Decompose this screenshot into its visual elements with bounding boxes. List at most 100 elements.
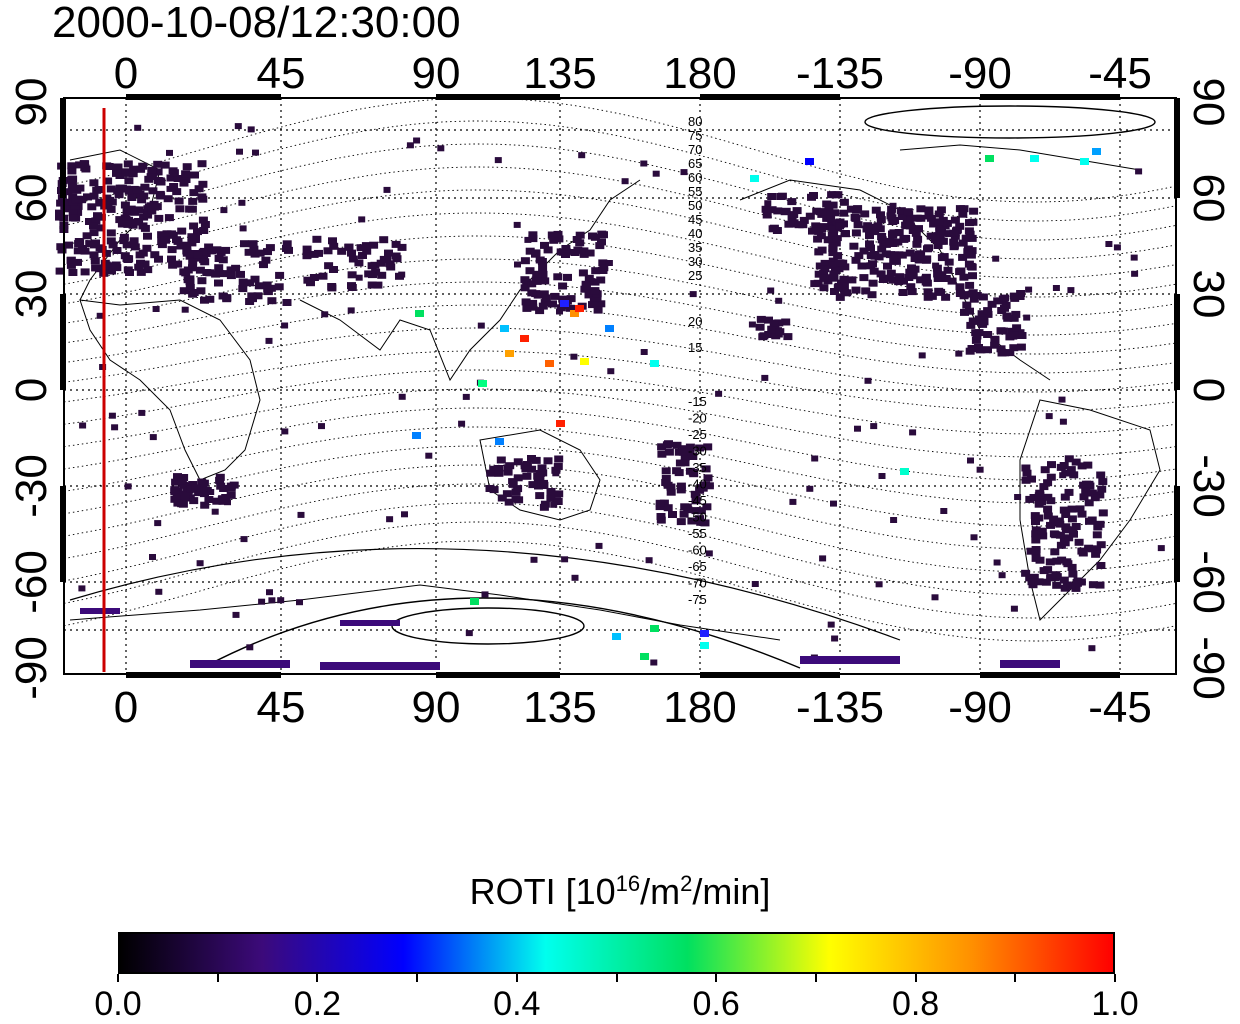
roti-cell-scattered bbox=[653, 171, 660, 177]
roti-cell bbox=[554, 456, 563, 463]
roti-cell bbox=[130, 237, 139, 244]
roti-cell-scattered bbox=[830, 501, 837, 507]
roti-cell bbox=[664, 504, 673, 511]
roti-cell bbox=[68, 269, 77, 276]
roti-cell bbox=[887, 270, 896, 277]
right-lat-label: -30 bbox=[1184, 454, 1233, 518]
roti-cell-scattered bbox=[182, 307, 189, 313]
bottom-lon-label: -90 bbox=[948, 683, 1012, 732]
roti-cell-scattered bbox=[241, 536, 248, 542]
roti-cell-high bbox=[412, 432, 421, 439]
roti-cell bbox=[924, 244, 933, 251]
roti-cell bbox=[895, 273, 904, 280]
roti-cell bbox=[1047, 474, 1056, 481]
roti-cell bbox=[1035, 501, 1044, 508]
roti-cell bbox=[283, 299, 292, 306]
roti-cell bbox=[392, 241, 401, 248]
roti-cell-scattered bbox=[401, 511, 408, 517]
roti-cell bbox=[259, 261, 268, 268]
roti-cell bbox=[874, 222, 883, 229]
roti-cell bbox=[539, 480, 548, 487]
roti-cell-scattered bbox=[681, 169, 688, 175]
roti-cell bbox=[968, 219, 977, 226]
roti-cell bbox=[344, 244, 353, 251]
colorbar-tick bbox=[516, 974, 518, 982]
roti-cell bbox=[1076, 505, 1085, 512]
roti-cell bbox=[570, 249, 579, 256]
colorbar-tick bbox=[217, 974, 219, 982]
roti-cell bbox=[965, 227, 974, 234]
roti-cell-scattered bbox=[266, 338, 273, 344]
roti-cell bbox=[303, 246, 312, 253]
roti-cell bbox=[868, 260, 877, 267]
roti-cell-scattered bbox=[252, 150, 259, 156]
roti-cell bbox=[668, 511, 677, 518]
roti-cell-scattered bbox=[224, 499, 231, 505]
roti-cell bbox=[968, 272, 977, 279]
roti-cell-high bbox=[495, 438, 504, 445]
right-tick-bar bbox=[1174, 486, 1180, 582]
roti-cell bbox=[114, 164, 123, 171]
contour-label-north: 20 bbox=[688, 314, 702, 329]
roti-cell bbox=[91, 240, 100, 247]
roti-cell bbox=[817, 208, 826, 215]
roti-cell bbox=[1096, 521, 1105, 528]
roti-cell bbox=[124, 255, 133, 262]
roti-cell bbox=[782, 208, 791, 215]
magnetic-latitude-contours bbox=[64, 98, 1176, 668]
roti-cell-scattered bbox=[437, 145, 444, 151]
roti-cell bbox=[942, 275, 951, 282]
roti-cell bbox=[757, 316, 766, 323]
roti-cell-high bbox=[700, 642, 709, 649]
roti-cell-scattered bbox=[1088, 645, 1095, 651]
left-lat-label: 30 bbox=[7, 270, 56, 319]
colorbar-tick bbox=[117, 974, 119, 982]
roti-cell bbox=[1096, 562, 1105, 569]
bottom-lon-label: -45 bbox=[1088, 683, 1152, 732]
colorbar-tick bbox=[1114, 974, 1116, 982]
roti-cell bbox=[512, 488, 521, 495]
roti-cell bbox=[1075, 539, 1084, 546]
roti-cell bbox=[859, 274, 868, 281]
colorbar-tick bbox=[616, 974, 618, 982]
roti-cell bbox=[200, 480, 209, 487]
roti-cell bbox=[190, 172, 199, 179]
roti-cell bbox=[150, 204, 159, 211]
roti-cell bbox=[1021, 465, 1030, 472]
roti-cell bbox=[912, 241, 921, 248]
roti-cell-scattered bbox=[1105, 241, 1112, 247]
roti-cell bbox=[841, 230, 850, 237]
roti-cell bbox=[576, 232, 585, 239]
roti-cell bbox=[1052, 582, 1061, 589]
roti-cell bbox=[1003, 315, 1012, 322]
roti-cell-scattered bbox=[248, 126, 255, 132]
roti-cell bbox=[666, 484, 675, 491]
roti-cell bbox=[1012, 324, 1021, 331]
roti-cell bbox=[1093, 531, 1102, 538]
roti-cell bbox=[865, 240, 874, 247]
roti-cell bbox=[935, 211, 944, 218]
roti-cell bbox=[830, 288, 839, 295]
roti-cell-scattered bbox=[967, 458, 974, 464]
roti-cell-high bbox=[575, 305, 584, 312]
roti-cell bbox=[91, 264, 100, 271]
roti-cell bbox=[594, 307, 603, 314]
roti-cell bbox=[87, 203, 96, 210]
roti-cell bbox=[770, 320, 779, 327]
roti-cell bbox=[105, 163, 114, 170]
roti-cell-scattered bbox=[550, 502, 557, 508]
roti-cell bbox=[1038, 528, 1047, 535]
roti-cell bbox=[860, 248, 869, 255]
roti-cell bbox=[1056, 532, 1065, 539]
roti-cell bbox=[599, 267, 608, 274]
roti-cell bbox=[139, 250, 148, 257]
roti-cell bbox=[1079, 550, 1088, 557]
roti-cell-scattered bbox=[1025, 287, 1032, 293]
contour-label-north: 55 bbox=[688, 184, 702, 199]
roti-cell-scattered bbox=[650, 660, 657, 666]
roti-cell bbox=[1068, 506, 1077, 513]
roti-cell-scattered bbox=[870, 423, 877, 429]
roti-cell-scattered bbox=[298, 512, 305, 518]
roti-cell-scattered bbox=[268, 597, 275, 603]
roti-cell-scattered bbox=[236, 149, 243, 155]
